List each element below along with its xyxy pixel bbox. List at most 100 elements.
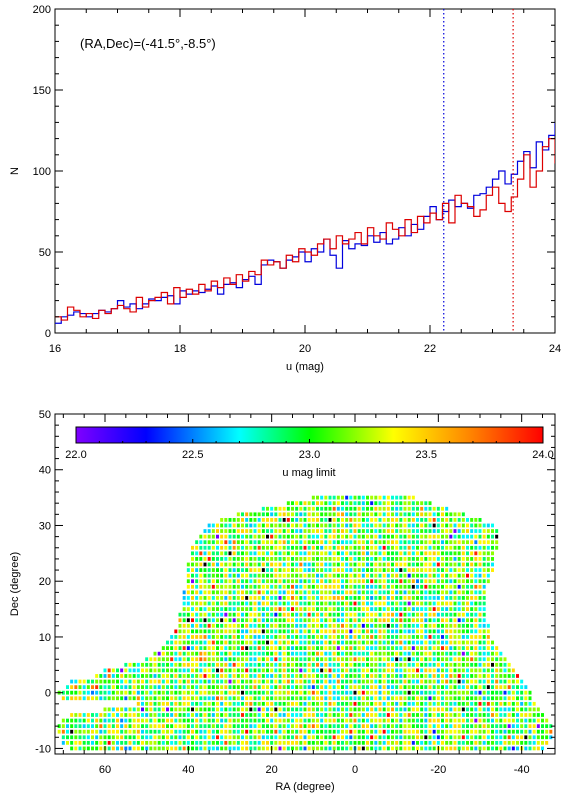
map-tile [386, 651, 390, 656]
map-tile [291, 657, 294, 662]
map-tile [195, 685, 199, 690]
map-tile [345, 618, 349, 623]
map-tile [286, 735, 290, 740]
map-tile [91, 724, 94, 729]
map-tile [78, 718, 82, 723]
map-tile [499, 651, 503, 656]
map-tile [436, 545, 440, 550]
map-tile [303, 701, 307, 706]
map-tile [457, 701, 461, 706]
map-tile [86, 679, 90, 684]
map-tile [516, 729, 519, 734]
map-tile [328, 607, 332, 611]
map-tile [270, 534, 274, 539]
map-tile [386, 551, 390, 556]
map-tile [370, 607, 374, 611]
map-tile [303, 573, 307, 578]
map-tile [107, 696, 111, 701]
map-tile [345, 590, 349, 595]
map-tile [341, 701, 344, 706]
map-tile [436, 724, 440, 729]
map-tile [195, 724, 199, 729]
map-tile [345, 657, 349, 662]
map-tile [486, 545, 490, 550]
map-tile [228, 618, 232, 623]
map-tile [332, 685, 336, 690]
map-tile [345, 718, 349, 723]
map-tile [503, 668, 507, 673]
map-tile [216, 662, 219, 667]
map-tile [474, 534, 478, 539]
map-tile [324, 735, 328, 740]
map-tile [374, 701, 378, 706]
map-tile [478, 607, 482, 611]
map-tile [316, 701, 319, 706]
map-tile [295, 635, 299, 639]
map-tile [341, 545, 344, 550]
map-tile [278, 696, 282, 701]
map-tile [232, 612, 236, 617]
map-tile [449, 718, 453, 723]
map-tile [361, 557, 365, 561]
map-tile [286, 584, 290, 589]
map-tile [232, 640, 236, 645]
map-tile [299, 573, 303, 578]
map-tile [91, 713, 94, 717]
map-tile [245, 657, 249, 662]
map-tile [307, 740, 311, 745]
map-tile [466, 529, 469, 533]
map-tile [257, 740, 261, 745]
map-tile [403, 518, 407, 522]
map-tile [316, 707, 319, 712]
map-tile [424, 529, 428, 533]
map-tile [241, 551, 244, 556]
map-tile [366, 584, 369, 589]
map-tile [432, 668, 436, 673]
map-tile [182, 713, 186, 717]
map-tile [203, 568, 207, 572]
map-tile [195, 568, 199, 572]
map-tile [170, 679, 174, 684]
map-tile [336, 568, 340, 572]
map-tile [461, 557, 465, 561]
map-tile [291, 724, 294, 729]
map-tile [295, 518, 299, 522]
map-tile [499, 746, 503, 751]
map-tile [136, 679, 140, 684]
map-tile [341, 718, 344, 723]
map-tile [257, 713, 261, 717]
map-tile [507, 746, 511, 751]
map-tile [174, 735, 178, 740]
map-tile [199, 740, 203, 745]
map-tile [157, 657, 161, 662]
map-tile [324, 529, 328, 533]
map-tile [482, 629, 486, 634]
map-tile [203, 557, 207, 561]
map-tile [224, 668, 228, 673]
map-tile [149, 724, 153, 729]
map-tile [332, 495, 336, 500]
map-tile [424, 596, 428, 600]
map-tile [311, 724, 315, 729]
map-tile [424, 523, 428, 528]
map-tile [316, 584, 319, 589]
map-tile [353, 612, 357, 617]
map-tile [399, 540, 403, 545]
map-tile [428, 651, 432, 656]
map-tile [357, 534, 361, 539]
map-tile [228, 713, 232, 717]
map-tile [424, 629, 428, 634]
map-tile [278, 612, 282, 617]
map-tile [436, 729, 440, 734]
map-tile [386, 584, 390, 589]
map-tile [270, 735, 274, 740]
map-tile [257, 551, 261, 556]
map-tile [466, 557, 469, 561]
colorbar-tick-label: 22.5 [182, 449, 203, 461]
map-tile [261, 623, 265, 628]
map-tile [203, 735, 207, 740]
map-tile [457, 668, 461, 673]
map-tile [311, 612, 315, 617]
map-tile [370, 713, 374, 717]
map-tile [241, 646, 244, 650]
